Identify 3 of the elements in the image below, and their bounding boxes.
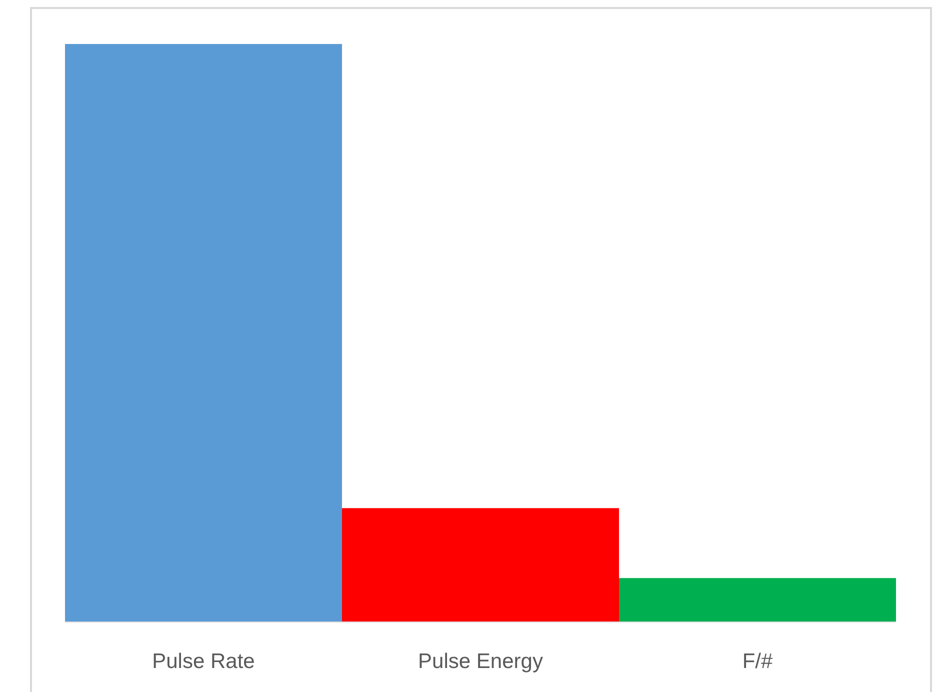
x-tick-label: Pulse Energy	[418, 650, 544, 673]
x-tick-label: F/#	[742, 650, 773, 673]
x-tick-label: Pulse Rate	[152, 650, 255, 673]
